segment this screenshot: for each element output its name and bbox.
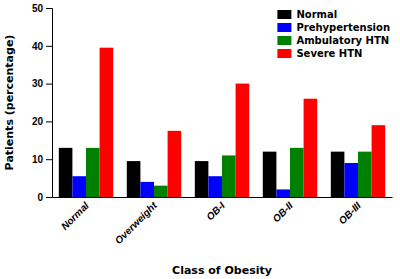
legend-label: Prehypertension — [296, 22, 390, 33]
axis-line — [46, 9, 53, 198]
x-tick: OB-I — [204, 200, 227, 223]
y-tick-mark — [46, 8, 52, 9]
bar — [86, 148, 100, 197]
legend-item: Ambulatory HTN — [277, 35, 389, 46]
axis-line — [53, 197, 393, 198]
bar — [100, 48, 114, 197]
bar-series — [86, 148, 372, 197]
y-axis: 0 10 20 30 40 50 — [32, 3, 53, 203]
bar — [127, 161, 141, 197]
x-tick-label: Normal — [59, 200, 91, 232]
bar — [222, 155, 236, 197]
bar-series — [100, 48, 386, 197]
chart: Normal Overweight OB-I OB-II OB-III 0 10 20 30 40… — [0, 0, 400, 279]
bar — [168, 131, 182, 197]
y-tick-mark — [46, 159, 52, 160]
x-tick: OB-III — [336, 200, 363, 227]
bar — [140, 182, 154, 197]
y-tick: 0 — [37, 192, 52, 203]
x-tick: OB-II — [270, 200, 295, 225]
y-tick-mark — [46, 197, 52, 198]
bar — [358, 152, 372, 197]
bar — [344, 163, 358, 197]
x-axis-title: Class of Obesity — [172, 264, 272, 277]
bar — [263, 152, 277, 197]
bar — [195, 161, 209, 197]
bar — [304, 99, 318, 197]
x-tick-label: OB-II — [270, 200, 295, 225]
y-axis-title: Patients (percentage) — [3, 35, 16, 171]
legend-swatch — [277, 23, 291, 32]
bar — [236, 84, 250, 197]
y-tick-label: 40 — [32, 41, 44, 52]
y-tick: 30 — [32, 78, 52, 89]
x-tick-label: OB-III — [336, 200, 363, 227]
x-tick: Overweight — [113, 199, 160, 246]
y-tick-label: 20 — [32, 116, 44, 127]
y-tick-mark — [46, 121, 52, 122]
x-tick: Normal — [59, 200, 91, 232]
bar — [154, 186, 168, 197]
y-tick-label: 10 — [32, 154, 44, 165]
legend-swatch — [277, 36, 291, 45]
legend-label: Normal — [296, 9, 337, 20]
legend-item: Prehypertension — [277, 22, 390, 33]
y-tick-mark — [46, 84, 52, 85]
bar — [72, 176, 86, 197]
legend-item: Severe HTN — [277, 48, 362, 59]
bar — [59, 148, 73, 197]
bar — [372, 125, 386, 197]
bars — [59, 48, 385, 197]
x-axis: Normal Overweight OB-I OB-II OB-III — [53, 198, 393, 247]
y-tick: 10 — [32, 154, 52, 165]
y-tick-label: 30 — [32, 78, 44, 89]
y-tick-label: 0 — [37, 192, 43, 203]
legend-swatch — [277, 49, 291, 58]
bar — [208, 176, 222, 197]
legend-item: Normal — [277, 9, 337, 20]
legend-swatch — [277, 10, 291, 19]
x-tick-label: Overweight — [113, 199, 160, 246]
y-tick-mark — [46, 46, 52, 47]
y-tick: 40 — [32, 41, 52, 52]
bar — [331, 152, 345, 197]
legend-label: Ambulatory HTN — [296, 35, 389, 46]
plot: Normal Overweight OB-I OB-II OB-III 0 10 20 30 40… — [32, 3, 393, 246]
bar — [290, 148, 304, 197]
bar — [276, 189, 290, 197]
x-tick-label: OB-I — [204, 200, 227, 223]
legend-label: Severe HTN — [296, 48, 362, 59]
y-tick-label: 50 — [32, 3, 44, 14]
y-tick: 50 — [32, 3, 52, 14]
y-tick: 20 — [32, 116, 52, 127]
legend: Normal Prehypertension Ambulatory HTN Sever… — [277, 9, 390, 59]
